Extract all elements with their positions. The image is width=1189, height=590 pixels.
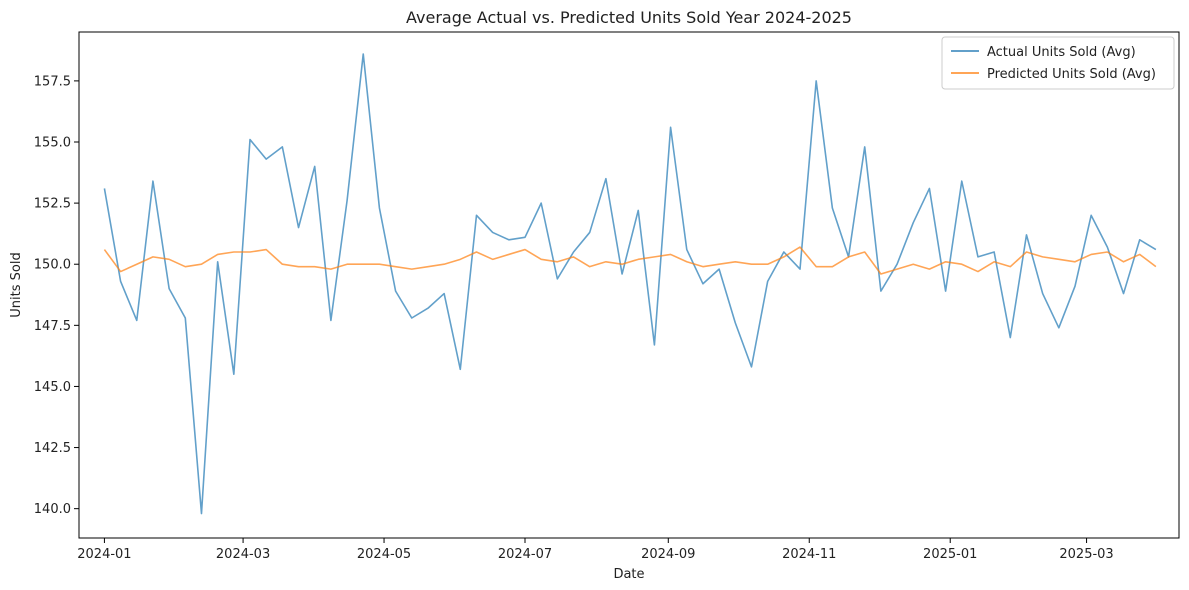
x-tick-label: 2024-03 (216, 547, 270, 562)
x-tick-label: 2024-01 (77, 547, 131, 562)
legend-label-predicted: Predicted Units Sold (Avg) (987, 67, 1156, 82)
x-axis-title: Date (613, 567, 644, 582)
x-tick-label: 2024-07 (498, 547, 552, 562)
series-line-actual (103, 53, 1157, 515)
legend: Actual Units Sold (Avg) Predicted Units … (941, 36, 1175, 90)
y-tick-label: 155.0 (34, 136, 71, 151)
x-tick-label: 2024-09 (641, 547, 695, 562)
y-axis-title: Units Sold (9, 252, 24, 317)
x-tick-label: 2025-01 (923, 547, 977, 562)
series-layer (103, 53, 1157, 515)
legend-box (941, 36, 1175, 90)
plot-area (79, 32, 1179, 538)
y-tick-label: 142.5 (34, 441, 71, 456)
x-tick-label: 2024-05 (357, 547, 411, 562)
y-tick-label: 152.5 (34, 197, 71, 212)
x-tick-label: 2025-03 (1059, 547, 1113, 562)
y-tick-label: 150.0 (34, 258, 71, 273)
y-tick-label: 147.5 (34, 319, 71, 334)
series-line-predicted (103, 246, 1157, 275)
y-tick-label: 157.5 (34, 74, 71, 89)
chart-title: Average Actual vs. Predicted Units Sold … (406, 8, 852, 27)
y-tick-label: 140.0 (34, 502, 71, 517)
y-axis-ticks: 140.0 142.5 145.0 147.5 150.0 152.5 155.0 157.5 (34, 74, 79, 517)
x-tick-label: 2024-11 (782, 547, 836, 562)
legend-label-actual: Actual Units Sold (Avg) (987, 45, 1136, 60)
x-axis-ticks: 2024-01 2024-03 2024-05 2024-07 2024-09 2024-… (77, 538, 1114, 562)
y-tick-label: 145.0 (34, 380, 71, 395)
axes-frame (78, 31, 1180, 539)
